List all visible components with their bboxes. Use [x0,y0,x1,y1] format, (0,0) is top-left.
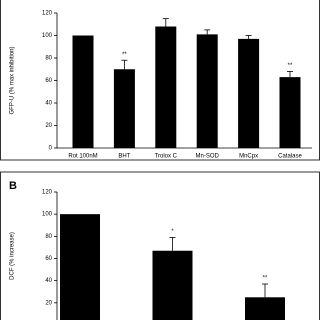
y-tick-label: 20 [45,123,52,129]
y-tick-label: 60 [45,256,52,262]
panel-label: B [9,180,17,192]
y-axis-label: GFP-U (% max inhibition) [10,46,16,114]
y-tick-label: 80 [45,56,52,62]
y-tick-label: 80 [45,234,52,240]
y-tick-label: 100 [42,33,53,39]
bar [196,34,218,148]
bar [238,38,260,148]
significance-label: ** [288,63,293,69]
bar [245,297,285,320]
y-tick-label: 40 [45,278,52,284]
y-tick-label: 120 [42,190,53,196]
significance-label: ** [263,276,268,282]
y-tick-label: 0 [49,146,53,152]
y-tick-label: 100 [42,212,53,218]
y-tick-label: 120 [42,11,53,17]
significance-label: * [171,229,174,235]
y-tick-label: 20 [45,300,52,306]
x-tick-label: MnCpx [239,154,258,160]
y-axis-label: DCF (% increase) [10,232,16,280]
bar [155,26,177,148]
y-tick-label: 60 [45,78,52,84]
bar [60,214,100,320]
x-tick-label: Rot 100nM [68,154,97,160]
x-tick-label: Mn-SOD [196,154,220,160]
bar [152,250,193,320]
bar [72,35,94,148]
significance-label: ** [122,52,127,58]
x-tick-label: BHT [118,154,130,160]
bar [279,77,301,148]
bar [113,69,135,148]
x-tick-label: Catalase [278,154,302,160]
x-tick-label: Trolox C [155,154,178,160]
y-tick-label: 40 [45,101,52,107]
